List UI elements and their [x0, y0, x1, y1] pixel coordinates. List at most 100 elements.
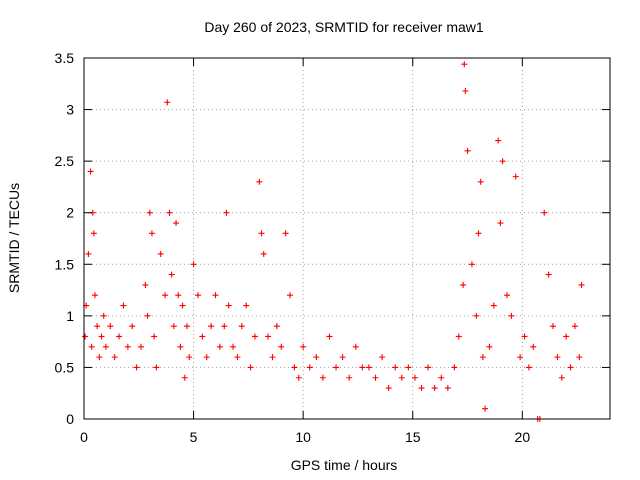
data-point	[234, 354, 241, 361]
data-point	[116, 333, 123, 340]
data-point	[326, 333, 333, 340]
data-point	[170, 323, 177, 330]
data-point	[503, 292, 510, 299]
data-point	[405, 364, 412, 371]
data-point	[486, 343, 493, 350]
data-point	[339, 354, 346, 361]
data-point	[256, 178, 263, 185]
data-point	[166, 209, 173, 216]
data-point	[100, 312, 107, 319]
data-point	[177, 343, 184, 350]
data-point	[168, 271, 175, 278]
data-point	[179, 302, 186, 309]
data-point	[319, 374, 326, 381]
data-point	[151, 333, 158, 340]
data-point	[129, 323, 136, 330]
data-point	[269, 354, 276, 361]
data-point	[120, 302, 127, 309]
data-point	[431, 385, 438, 392]
data-point	[490, 302, 497, 309]
data-point	[444, 385, 451, 392]
data-point	[91, 292, 98, 299]
data-point	[184, 323, 191, 330]
data-point	[438, 374, 445, 381]
data-point	[137, 343, 144, 350]
data-points	[82, 61, 585, 422]
data-point	[82, 333, 89, 340]
y-tick-label: 0	[66, 411, 74, 427]
data-point	[90, 230, 97, 237]
data-point	[94, 323, 101, 330]
data-point	[530, 343, 537, 350]
data-point	[346, 374, 353, 381]
data-point	[497, 220, 504, 227]
data-point	[251, 333, 258, 340]
data-point	[175, 292, 182, 299]
data-point	[287, 292, 294, 299]
data-point	[462, 88, 469, 95]
data-point	[243, 302, 250, 309]
data-point	[230, 343, 237, 350]
data-point	[133, 364, 140, 371]
data-point	[512, 173, 519, 180]
data-point	[186, 354, 193, 361]
y-tick-label: 2.5	[55, 153, 75, 169]
data-point	[418, 385, 425, 392]
data-point	[460, 281, 467, 288]
data-point	[563, 333, 570, 340]
y-tick-label: 0.5	[55, 359, 75, 375]
data-point	[359, 364, 366, 371]
data-point	[291, 364, 298, 371]
data-point	[124, 343, 131, 350]
data-point	[385, 385, 392, 392]
data-point	[541, 209, 548, 216]
data-point	[411, 374, 418, 381]
data-point	[146, 209, 153, 216]
data-point	[88, 343, 95, 350]
data-point	[475, 230, 482, 237]
data-point	[477, 178, 484, 185]
axis-ticks	[83, 57, 610, 420]
data-point	[508, 312, 515, 319]
y-axis-label: SRMTID / TECUs	[6, 183, 22, 293]
data-point	[461, 61, 468, 68]
data-point	[223, 209, 230, 216]
data-point	[87, 168, 94, 175]
data-point	[473, 312, 480, 319]
grid-lines	[84, 58, 610, 419]
data-point	[142, 281, 149, 288]
chart-title: Day 260 of 2023, SRMTID for receiver maw…	[204, 19, 484, 35]
data-point	[379, 354, 386, 361]
x-tick-label: 5	[190, 429, 198, 445]
data-point	[216, 343, 223, 350]
data-point	[295, 374, 302, 381]
data-point	[550, 323, 557, 330]
x-axis-label: GPS time / hours	[291, 457, 398, 473]
data-point	[208, 323, 215, 330]
data-point	[225, 302, 232, 309]
data-point	[554, 354, 561, 361]
data-point	[148, 230, 155, 237]
data-point	[258, 230, 265, 237]
y-tick-label: 3.5	[55, 50, 75, 66]
x-tick-label: 10	[295, 429, 311, 445]
data-point	[260, 250, 267, 257]
data-point	[455, 333, 462, 340]
data-point	[499, 158, 506, 165]
data-point	[521, 333, 528, 340]
data-point	[495, 137, 502, 144]
data-point	[278, 343, 285, 350]
data-point	[558, 374, 565, 381]
data-point	[212, 292, 219, 299]
data-point	[333, 364, 340, 371]
data-point	[85, 250, 92, 257]
data-point	[238, 323, 245, 330]
y-tick-label: 1.5	[55, 256, 75, 272]
data-point	[102, 343, 109, 350]
data-point	[162, 292, 169, 299]
data-point	[157, 250, 164, 257]
data-point	[194, 292, 201, 299]
tick-labels: 0 0.5 1 1.5 2 2.5 3 3.5 0 5 10 15 20	[55, 50, 531, 445]
data-point	[576, 354, 583, 361]
